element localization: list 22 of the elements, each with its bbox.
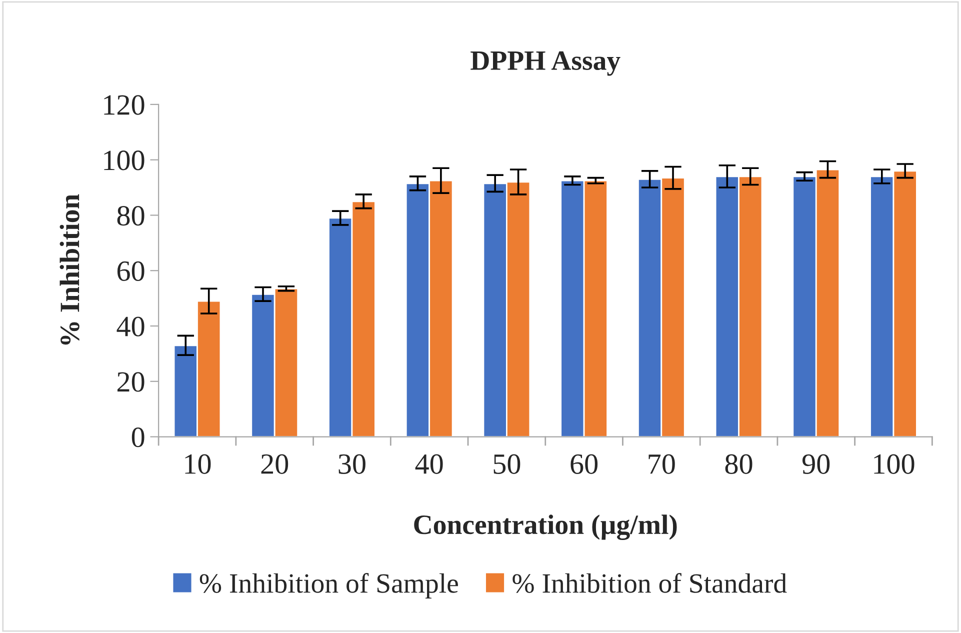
x-tick-label: 60 bbox=[570, 454, 598, 474]
x-axis-title: Concentration (µg/ml) bbox=[414, 514, 677, 540]
x-tick-label: 100 bbox=[874, 454, 914, 474]
y-tick-label: 60 bbox=[117, 261, 144, 282]
x-tick-label: 50 bbox=[494, 454, 520, 474]
y-tick-label: 120 bbox=[104, 95, 144, 115]
x-tick-label: 30 bbox=[338, 454, 366, 474]
y-tick-label: 100 bbox=[104, 150, 144, 170]
legend-label: % Inhibition of Standard bbox=[512, 573, 787, 593]
x-tick-label: 10 bbox=[185, 454, 211, 474]
chart-title: DPPH Assay bbox=[470, 51, 620, 76]
legend-label: % Inhibition of Sample bbox=[200, 573, 458, 599]
x-tick-label: 40 bbox=[415, 454, 443, 474]
y-tick-label: 80 bbox=[117, 206, 144, 226]
y-tick-label: 40 bbox=[116, 316, 144, 336]
x-tick-label: 20 bbox=[261, 454, 288, 474]
y-axis-title: % Inhibition bbox=[60, 194, 80, 345]
x-tick-label: 80 bbox=[725, 454, 752, 474]
x-tick-label: 70 bbox=[648, 454, 675, 474]
y-tick-label: 20 bbox=[117, 372, 144, 392]
y-tick-label: 0 bbox=[132, 427, 144, 448]
x-tick-label: 90 bbox=[802, 454, 830, 474]
